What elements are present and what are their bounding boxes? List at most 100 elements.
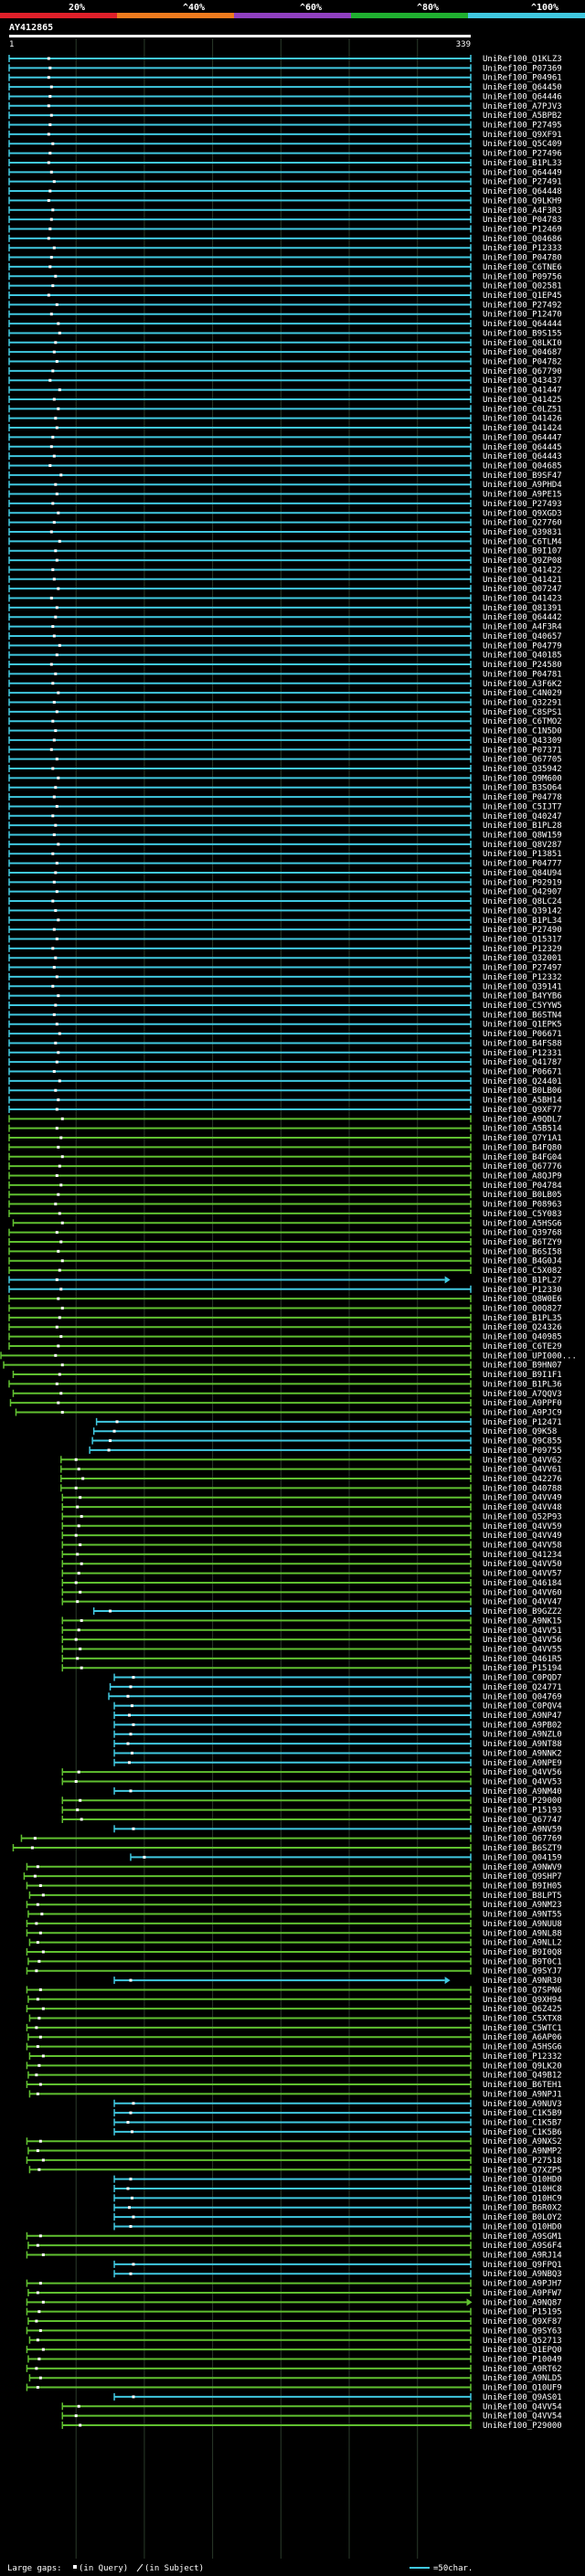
hit-label[interactable]: UniRef100_Q4VV56 xyxy=(483,1768,562,1777)
hit-row[interactable]: UniRef100_B1PL28 xyxy=(8,822,562,831)
hit-row[interactable]: UniRef100_C1N5D0 xyxy=(8,726,562,737)
hit-label[interactable]: UniRef100_A3F6K2 xyxy=(483,680,562,689)
hit-row[interactable]: UniRef100_Q35942 xyxy=(8,765,562,774)
hit-row[interactable]: UniRef100_Q64450 xyxy=(8,83,562,92)
hit-label[interactable]: UniRef100_B9I0Q8 xyxy=(483,1948,562,1957)
hit-label[interactable]: UniRef100_Q35942 xyxy=(483,765,562,774)
hit-label[interactable]: UniRef100_Q42276 xyxy=(483,1475,562,1484)
hit-label[interactable]: UniRef100_P12469 xyxy=(483,225,562,234)
hit-row[interactable]: UniRef100_Q41234 xyxy=(61,1550,562,1560)
hit-label[interactable]: UniRef100_Q4VV55 xyxy=(483,1645,562,1654)
hit-row[interactable]: UniRef100_Q1EP45 xyxy=(8,292,562,301)
hit-row[interactable]: UniRef100_P12329 xyxy=(8,944,562,954)
hit-label[interactable]: UniRef100_B9SF47 xyxy=(483,472,562,481)
hit-row[interactable]: UniRef100_Q32291 xyxy=(8,698,562,707)
hit-label[interactable]: UniRef100_A9PPF0 xyxy=(483,1399,562,1408)
hit-row[interactable]: UniRef100_B1PL33 xyxy=(8,158,562,168)
hit-label[interactable]: UniRef100_C4N029 xyxy=(483,689,562,698)
hit-label[interactable]: UniRef100_B6TZY9 xyxy=(483,1238,562,1247)
hit-label[interactable]: UniRef100_Q40657 xyxy=(483,632,562,641)
hit-row[interactable]: UniRef100_P12469 xyxy=(8,225,562,234)
hit-row[interactable]: UniRef100_C0PQV4 xyxy=(113,1701,562,1712)
hit-row[interactable]: UniRef100_Q10HC8 xyxy=(113,2185,562,2194)
hit-row[interactable]: UniRef100_Q9XF87 xyxy=(27,2317,562,2327)
hit-row[interactable]: UniRef100_P27495 xyxy=(8,121,562,131)
hit-label[interactable]: UniRef100_Q4VV61 xyxy=(483,1466,562,1475)
hit-row[interactable]: UniRef100_A5HSG6 xyxy=(12,1219,562,1228)
hit-label[interactable]: UniRef100_Q8W0E6 xyxy=(483,1295,562,1304)
hit-row[interactable]: UniRef100_Q4VV54 xyxy=(61,2412,562,2422)
hit-label[interactable]: UniRef100_A9PE15 xyxy=(483,491,562,500)
hit-row[interactable]: UniRef100_Q40247 xyxy=(8,811,562,822)
hit-row[interactable]: UniRef100_Q67790 xyxy=(8,366,562,376)
hit-row[interactable]: UniRef100_P04784 xyxy=(8,1181,562,1191)
hit-label[interactable]: UniRef100_B1PL36 xyxy=(483,1380,562,1389)
hit-label[interactable]: UniRef100_C1K5B6 xyxy=(483,2128,562,2137)
hit-row[interactable]: UniRef100_B1PL34 xyxy=(8,916,562,926)
hit-row[interactable]: UniRef100_P04782 xyxy=(8,357,562,367)
hit-row[interactable]: UniRef100_Q64442 xyxy=(8,613,562,622)
hit-row[interactable]: UniRef100_Q42276 xyxy=(60,1475,562,1484)
hit-row[interactable]: UniRef100_Q04769 xyxy=(108,1692,562,1701)
hit-label[interactable]: UniRef100_P27492 xyxy=(483,301,562,310)
hit-label[interactable]: UniRef100_B0LB05 xyxy=(483,1191,562,1200)
hit-row[interactable]: UniRef100_A9NNK2 xyxy=(113,1749,562,1758)
hit-label[interactable]: UniRef100_Q32291 xyxy=(483,698,562,707)
hit-label[interactable]: UniRef100_Q42907 xyxy=(483,888,562,897)
hit-row[interactable]: UniRef100_B8LPT5 xyxy=(28,1891,562,1901)
hit-label[interactable]: UniRef100_P15194 xyxy=(483,1664,562,1673)
hit-label[interactable]: UniRef100_Q1EP45 xyxy=(483,292,562,301)
hit-row[interactable]: UniRef100_Q52713 xyxy=(28,2336,562,2346)
hit-label[interactable]: UniRef100_B4YYB6 xyxy=(483,992,562,1002)
hit-label[interactable]: UniRef100_A9NMP2 xyxy=(483,2147,562,2157)
hit-label[interactable]: UniRef100_A9PJC9 xyxy=(483,1408,562,1417)
hit-label[interactable]: UniRef100_Q41422 xyxy=(483,566,562,575)
hit-label[interactable]: UniRef100_B1PL27 xyxy=(483,1276,562,1285)
hit-label[interactable]: UniRef100_P27493 xyxy=(483,500,562,509)
hit-label[interactable]: UniRef100_Q9XH94 xyxy=(483,1996,562,2005)
hit-label[interactable]: UniRef100_Q9C855 xyxy=(483,1437,562,1447)
hit-label[interactable]: UniRef100_A4F3R4 xyxy=(483,623,562,632)
hit-row[interactable]: UniRef100_B9S155 xyxy=(8,329,562,338)
hit-row[interactable]: UniRef100_A9NM23 xyxy=(26,1901,562,1910)
hit-label[interactable]: UniRef100_C5Y083 xyxy=(483,1210,562,1219)
hit-row[interactable]: UniRef100_A9PHD4 xyxy=(8,481,562,490)
hit-label[interactable]: UniRef100_P12331 xyxy=(483,1049,562,1058)
hit-row[interactable]: UniRef100_A9NR30 xyxy=(113,1977,562,1986)
hit-label[interactable]: UniRef100_Q8W159 xyxy=(483,832,562,841)
hit-row[interactable]: UniRef100_Q4VV62 xyxy=(60,1456,562,1465)
hit-label[interactable]: UniRef100_Q64445 xyxy=(483,443,562,452)
hit-row[interactable]: UniRef100_P15195 xyxy=(26,2307,562,2317)
hit-label[interactable]: UniRef100_Q64449 xyxy=(483,168,562,177)
hit-row[interactable]: UniRef100_A9PPF0 xyxy=(9,1399,562,1408)
hit-label[interactable]: UniRef100_Q9M600 xyxy=(483,774,562,783)
hit-row[interactable]: UniRef100_Q07247 xyxy=(8,585,562,594)
hit-row[interactable]: UniRef100_A9NV59 xyxy=(113,1825,562,1834)
hit-label[interactable]: UniRef100_Q41426 xyxy=(483,415,562,424)
hit-row[interactable]: UniRef100_Q41426 xyxy=(8,414,562,424)
hit-label[interactable]: UniRef100_Q64446 xyxy=(483,92,562,101)
hit-label[interactable]: UniRef100_Q4VV58 xyxy=(483,1542,562,1551)
hit-row[interactable]: UniRef100_Q15317 xyxy=(8,935,562,944)
hit-label[interactable]: UniRef100_Q07247 xyxy=(483,585,562,594)
hit-label[interactable]: UniRef100_Q4VV54 xyxy=(483,2412,562,2422)
hit-row[interactable]: UniRef100_Q64446 xyxy=(8,92,562,101)
hit-label[interactable]: UniRef100_C5YYW5 xyxy=(483,1002,562,1011)
hit-row[interactable]: UniRef100_C6TNE6 xyxy=(8,262,562,272)
hit-label[interactable]: UniRef100_Q84U94 xyxy=(483,869,562,878)
hit-row[interactable]: UniRef100_Q40657 xyxy=(8,631,562,641)
hit-label[interactable]: UniRef100_A6AP06 xyxy=(483,2033,562,2042)
hit-row[interactable]: UniRef100_Q8LC24 xyxy=(8,897,562,906)
hit-row[interactable]: UniRef100_Q8W0E6 xyxy=(8,1295,562,1304)
hit-label[interactable]: UniRef100_Q81391 xyxy=(483,604,562,613)
hit-row[interactable]: UniRef100_C5X082 xyxy=(8,1267,562,1276)
hit-label[interactable]: UniRef100_A9NPE9 xyxy=(483,1759,562,1768)
hit-label[interactable]: UniRef100_P04783 xyxy=(483,216,562,225)
hit-row[interactable]: UniRef100_Q40185 xyxy=(8,651,562,661)
hit-label[interactable]: UniRef100_Q9FPQ1 xyxy=(483,2261,562,2270)
hit-row[interactable]: UniRef100_Q1KLZ3 xyxy=(8,55,562,64)
hit-row[interactable]: UniRef100_B9I0Q8 xyxy=(26,1948,562,1957)
hit-label[interactable]: UniRef100_Q1EPQ0 xyxy=(483,2346,562,2355)
hit-label[interactable]: UniRef100_A9PHD4 xyxy=(483,481,562,490)
hit-row[interactable]: UniRef100_Q9XGD3 xyxy=(8,509,562,518)
